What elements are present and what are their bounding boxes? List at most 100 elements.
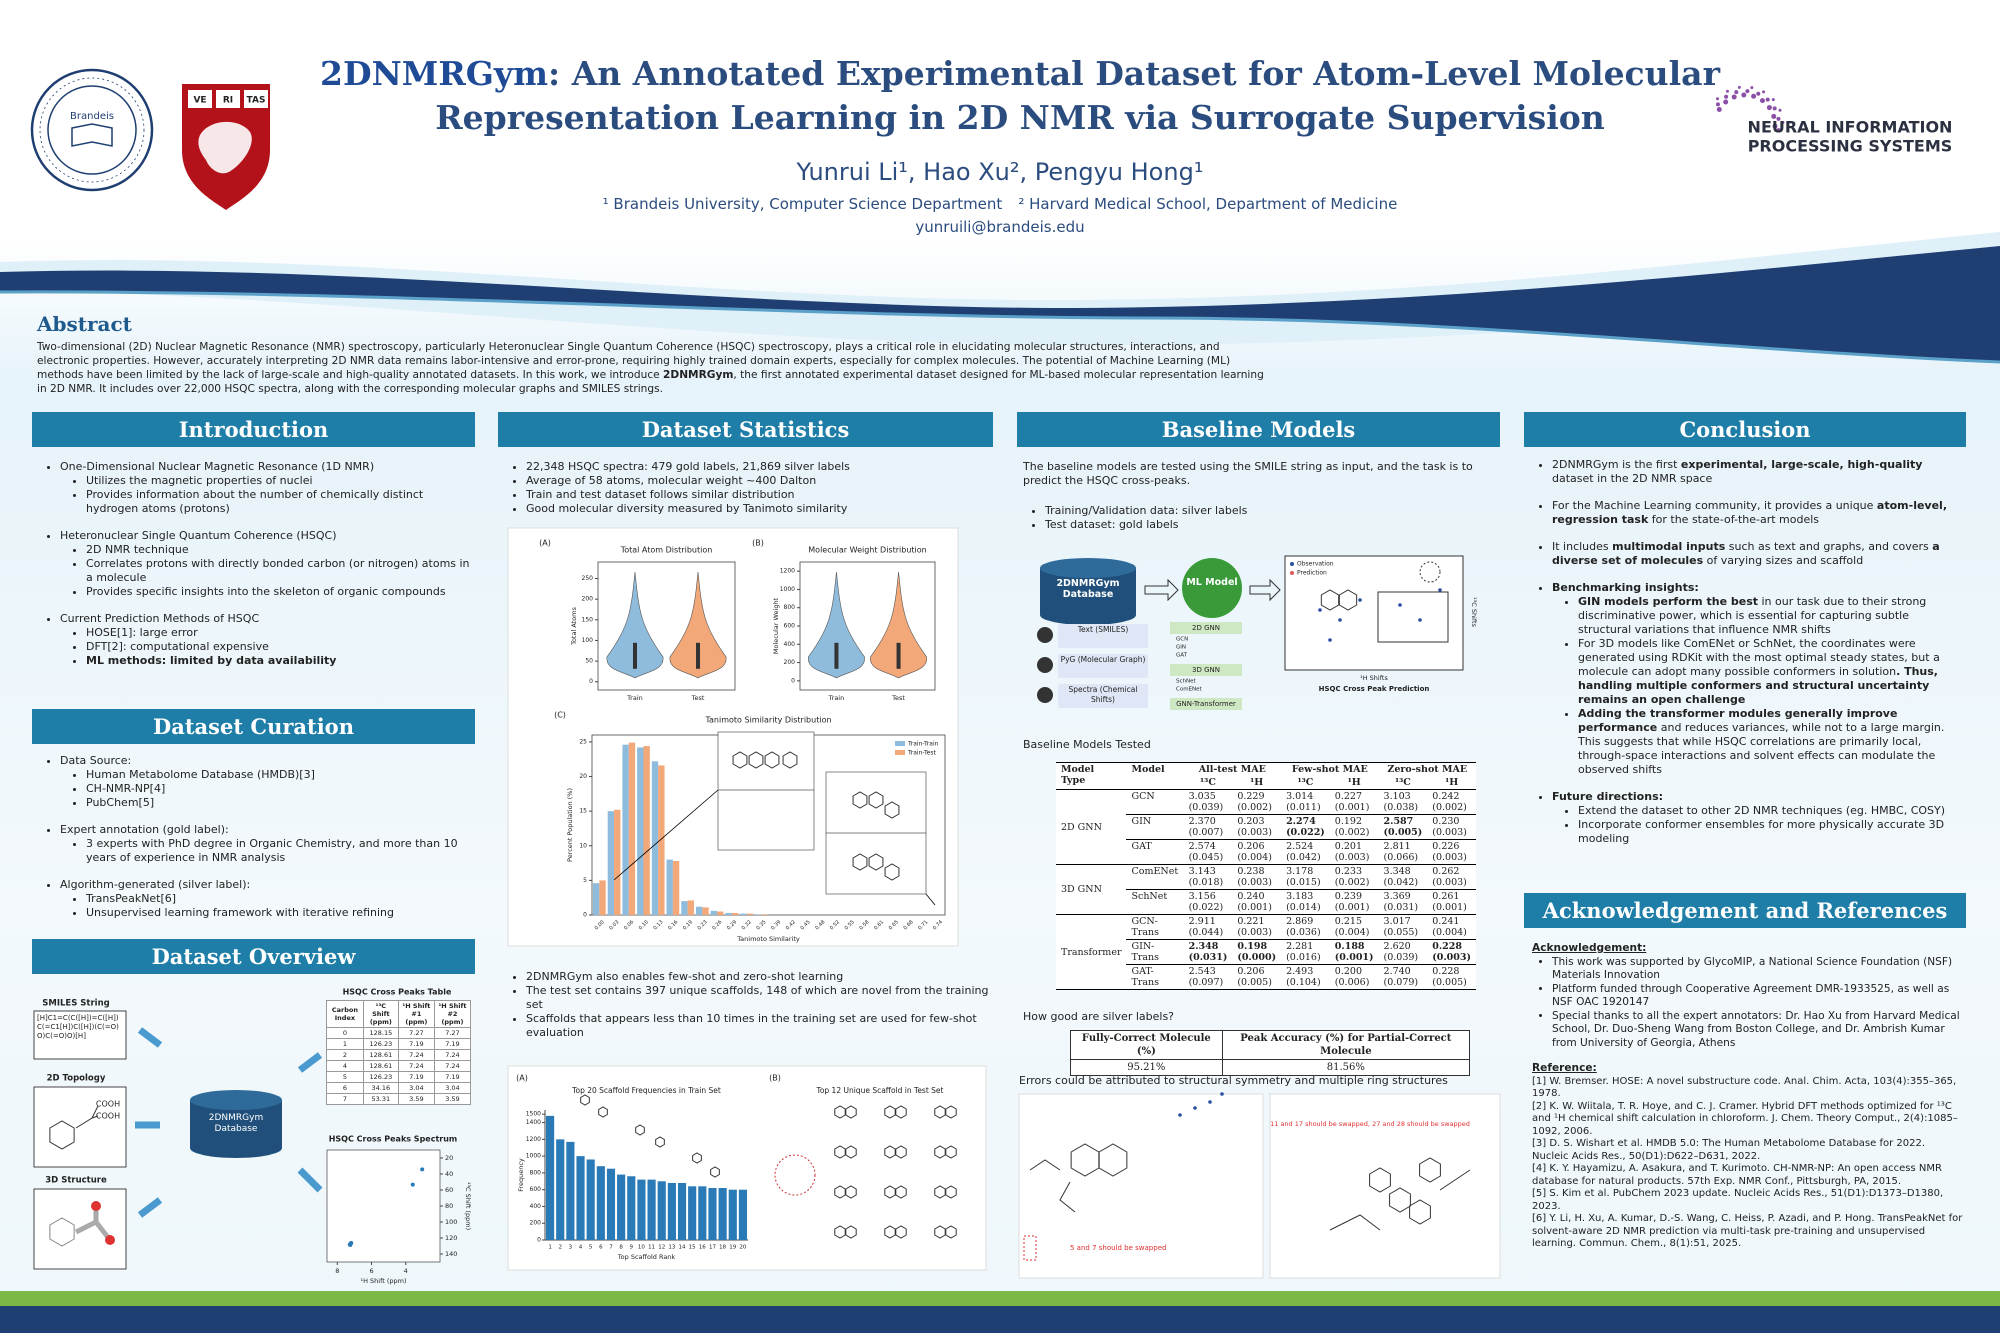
bold-text: 2DNMRGym: [663, 369, 734, 381]
title: 2DNMRGym: An Annotated Experimental Data…: [300, 52, 1740, 140]
text: for the state-of-the-art models: [1648, 513, 1820, 526]
logo-dot: [1737, 85, 1741, 89]
text: dataset in the 2D NMR space: [1552, 472, 1713, 485]
bullet-item: Extend the dataset to other 2D NMR techn…: [1578, 804, 1964, 818]
atom: [105, 1235, 115, 1245]
y-tick-label: 80: [445, 1202, 453, 1210]
figure-caption: Errors could be attributed to structural…: [1019, 1074, 1448, 1087]
y-tick-label: 1200: [526, 1136, 541, 1143]
conclusion-body: 2DNMRGym is the first experimental, larg…: [1532, 458, 1964, 846]
molecule-ring: [782, 751, 798, 769]
pointer: [613, 789, 719, 881]
molecule-ring: [1320, 589, 1340, 611]
atom-label: COOH: [96, 1112, 120, 1121]
logo-book: [244, 90, 268, 108]
table-cell: 2.811 (0.066): [1378, 839, 1428, 865]
table-row: 6 34.16 3.04 3.04: [326, 1082, 472, 1094]
text: Utilizes the magnetic properties of nucl…: [86, 474, 313, 487]
x-tick-label: 9: [630, 1245, 634, 1251]
table-cell: 3.103 (0.038): [1378, 789, 1428, 815]
molecule-ring: [895, 1225, 907, 1239]
logo-dot: [1741, 92, 1747, 98]
table-row: 1 126.23 7.19 7.19: [326, 1038, 472, 1050]
panel-label: (A): [516, 1074, 528, 1083]
text: HOSE[1]: large error: [86, 626, 198, 639]
text: Scaffolds that appears less than 10 time…: [526, 1012, 977, 1039]
bullet-item: Training/Validation data: silver labels: [1045, 504, 1498, 518]
reference: [2] K. W. Wiitala, T. R. Hoye, and C. J.…: [1532, 1100, 1958, 1137]
title-lead: 2DNMRGym: [320, 54, 549, 93]
x-tick-label: 8: [335, 1267, 339, 1275]
table-row: 3D GNN ComENet 3.143 (0.018) 0.238 (0.003) 3…: [1056, 864, 1476, 915]
table-cell: 0.239 (0.001): [1329, 889, 1379, 915]
table-row: SchNet 3.156 (0.022) 0.240 (0.001) 3.183 (0…: [1056, 889, 1476, 915]
bar: [754, 914, 762, 915]
zoom: [1377, 591, 1449, 643]
bar: [651, 761, 659, 915]
plot-title: Top 12 Unique Scaffold in Test Set: [816, 1086, 944, 1095]
bold-text: multimodal inputs: [1612, 540, 1726, 553]
database: [1040, 568, 1136, 625]
smiles: [H]C1=C(C([H])=C([H])C(=C1[H])C([H])(C(=…: [37, 1014, 119, 1040]
table-header: Carbon Index: [326, 1000, 364, 1028]
bullet-list: This work was supported by GlycoMIP, a N…: [1532, 956, 1964, 1051]
molecule-ring: [852, 853, 868, 871]
table-cell: 7.27: [433, 1027, 472, 1039]
bar: [677, 1182, 687, 1240]
legend-swatch: [895, 750, 905, 755]
table-subheader: ¹H: [1427, 776, 1476, 790]
table-cell: 53.31: [362, 1093, 399, 1105]
group-box: [1170, 622, 1242, 634]
bullet-item: Average of 58 atoms, molecular weight ~4…: [526, 474, 991, 488]
panel-label: (B): [769, 1074, 781, 1083]
molecule-ring: [934, 1225, 946, 1239]
table-cell: 3.178 (0.015): [1281, 864, 1330, 890]
panel-label: (C): [554, 711, 566, 720]
diagram-label: SchNet: [1176, 679, 1196, 685]
bold-text: Future directions:: [1552, 790, 1664, 803]
axis-label: Tanimoto Similarity: [736, 935, 800, 943]
table-cell: 0.233 (0.002): [1329, 864, 1379, 890]
figure-panel: [1269, 1093, 1501, 1279]
molecule-ring: [764, 751, 780, 769]
table-cell: 2.370 (0.007): [1183, 814, 1233, 840]
bullet-list: GIN models perform the best in our task …: [1552, 595, 1964, 777]
bold-text: 0.228 (0.003): [1432, 941, 1472, 963]
molecule-ring: [845, 1145, 857, 1159]
section-heading: Conclusion: [1524, 412, 1966, 447]
bullet-item: TransPeakNet[6]: [86, 892, 473, 906]
diagram-label: Text (SMILES): [1077, 625, 1129, 634]
y-tick-label: 600: [530, 1186, 542, 1193]
table-cell: GCN-Trans: [1126, 914, 1184, 940]
text: It includes: [1552, 540, 1613, 553]
x-tick-label: 4: [579, 1245, 583, 1251]
peaks-table: Carbon Index ¹³C Shift (ppm) ¹H Shift #1 (…: [326, 1000, 472, 1105]
table-cell: Transformer: [1056, 914, 1127, 990]
figure-title: 3D Structure: [45, 1176, 107, 1186]
logo-book: [216, 90, 240, 108]
table-cell: 3D GNN: [1056, 864, 1127, 915]
logo-dot: [1731, 94, 1737, 100]
database: [190, 1100, 282, 1158]
table-cell: 2.348 (0.031): [1183, 939, 1233, 965]
bold-text: 0.198 (0.000): [1237, 941, 1277, 963]
molecule-ring: [884, 1185, 896, 1199]
bullet-item: Data Source:Human Metabolome Database (H…: [60, 754, 473, 810]
text: The test set contains 397 unique scaffol…: [526, 984, 989, 1011]
email: yunruili@brandeis.edu: [915, 218, 1085, 236]
x-tick-label: 14: [679, 1245, 686, 1251]
input-icon: [1037, 657, 1053, 673]
statistics-body: 22,348 HSQC spectra: 479 gold labels, 21…: [506, 460, 991, 516]
table-cell: 7.24: [397, 1060, 435, 1072]
table-header: Fully-Correct Molecule (%): [1070, 1030, 1223, 1060]
table-cell: 2.274 (0.022): [1281, 814, 1330, 840]
legend-label: Train-Test: [907, 750, 936, 757]
molecule-ring: [635, 1124, 645, 1136]
bar: [708, 1188, 717, 1240]
bold-text: experimental, large-scale, high-quality: [1680, 458, 1923, 471]
bar: [546, 1115, 555, 1240]
table-wrap: Carbon Index ¹³C Shift (ppm) ¹H Shift #1 (…: [326, 1000, 472, 1105]
molecule-ring: [748, 751, 764, 769]
plot-title: Molecular Weight Distribution: [808, 546, 926, 555]
